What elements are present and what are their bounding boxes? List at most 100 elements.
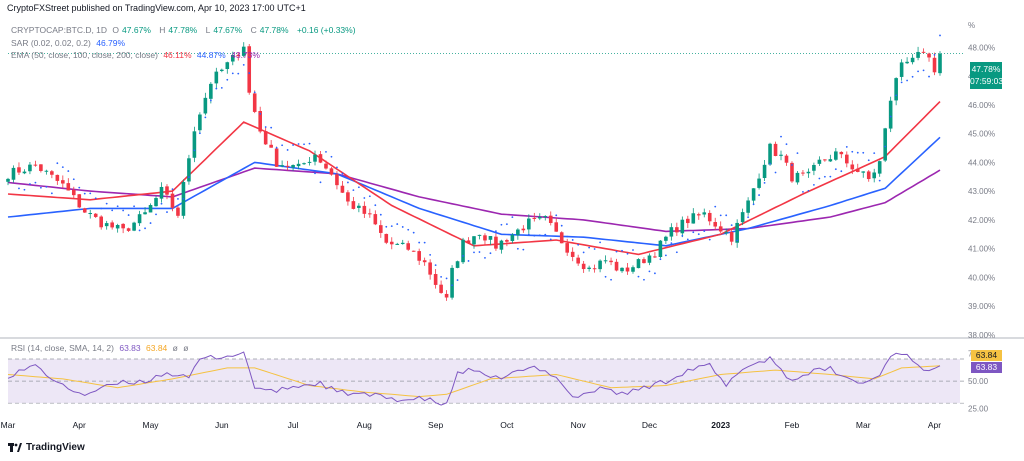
tradingview-brand: TradingView [26,442,85,453]
sar-dot [368,195,371,198]
sar-dot [308,142,311,145]
sar-dot [911,75,914,78]
candle-body [729,231,734,242]
candle-body [620,267,624,272]
candle-body [932,57,937,73]
candle-body [532,217,537,219]
candle-body [686,218,690,224]
y-axis-unit: % [968,21,975,30]
price-tick-label: 48.00% [968,43,995,52]
sar-dot [78,186,81,189]
close-value: 47.78% [259,25,289,35]
candle-body [324,163,328,169]
candle-body [433,274,438,285]
close-label: C [250,25,257,35]
price-tick-label: 41.00% [968,245,995,254]
ema-100-series [7,136,941,247]
sar-dot [286,149,289,151]
sar-dot [719,214,722,217]
candle-body [927,53,931,58]
candle-body [598,260,602,270]
sar-dot [813,183,815,186]
sar-dot [423,241,426,244]
candle-body [225,62,230,70]
candle-body [318,154,323,163]
candle-body [494,236,498,249]
candle-body [801,172,805,174]
candle-body [77,194,82,208]
sar-dot [928,75,930,78]
sar-dot [829,175,832,178]
candle-body [565,243,569,253]
sar-dot [462,255,464,257]
sar-dot [18,187,20,190]
sar-dot [884,145,887,148]
sar-dot [363,197,366,199]
candle-body [790,162,794,182]
ema-100-line [7,136,941,247]
sar-dot [752,203,755,206]
sar-dot [577,243,580,246]
candle-body [537,216,542,219]
sar-dot [242,63,245,66]
open-value: 47.67% [122,25,151,35]
candle-body [329,168,334,175]
candle-body [258,110,262,132]
candle-body [252,93,257,112]
sar-dot [116,205,119,208]
symbol-label[interactable]: CRYPTOCAP:BTC.D, 1D [11,25,108,35]
ema-legend[interactable]: EMA (50, close, 100, close, 200, close) … [11,50,263,60]
time-tick-label: Aug [357,420,372,430]
sar-legend[interactable]: SAR (0.02, 0.02, 0.2) 46.79% [11,38,128,48]
sar-dot [774,171,777,174]
sar-dot [89,192,92,195]
sar-dot [352,189,355,192]
candle-body [61,180,65,184]
candle-body [247,46,252,93]
rsi-tick-label: 25.00 [968,405,989,414]
sar-dot [182,197,185,200]
candle-body [702,212,707,215]
candle-body [176,207,180,216]
candle-body [784,155,789,163]
time-tick-label: Jul [288,420,299,430]
candle-body [313,154,317,162]
sar-dot [155,213,157,216]
candle-body [823,159,827,161]
sar-dot [604,275,607,278]
sar-dot [648,270,651,273]
rsi-ma-tag: 63.84 [971,350,1002,361]
candle-body [625,267,630,272]
sar-dot [330,155,333,158]
candle-body [39,164,43,171]
rsi-legend[interactable]: RSI (14, close, SMA, 14, 2) 63.83 63.84 … [11,343,191,353]
ema200-value: 43.73% [231,50,260,60]
candle-body [718,226,723,232]
candle-body [899,62,904,77]
rsi-value-tag: 63.83 [971,362,1002,373]
high-value: 47.78% [168,25,198,35]
candle-body [762,164,767,179]
tradingview-logo[interactable]: TradingView [8,442,85,453]
time-axis: Mar Apr May Jun Jul Aug Sep Oct Nov Dec 2023 Feb Mar… [1,420,942,430]
low-label: L [205,25,211,35]
candle-body [93,213,98,217]
ema50-value: 46.11% [163,50,192,60]
candle-body [505,240,509,242]
sar-dot [412,231,415,234]
tradingview-logo-icon [8,443,22,452]
candle-body [236,54,241,57]
last-price-value: 47.78% [971,64,1001,74]
sar-dot [198,132,201,135]
candle-body [603,260,608,262]
sar-dot [177,198,179,200]
candle-body [466,240,471,244]
candle-body [269,144,273,148]
sar-dot [144,227,146,230]
candle-body [779,154,783,156]
candle-body [17,167,21,173]
candle-body [384,233,389,243]
sar-dot [692,231,695,234]
candle-body [346,192,350,202]
rsi-tick-label: 50.00 [968,377,989,386]
